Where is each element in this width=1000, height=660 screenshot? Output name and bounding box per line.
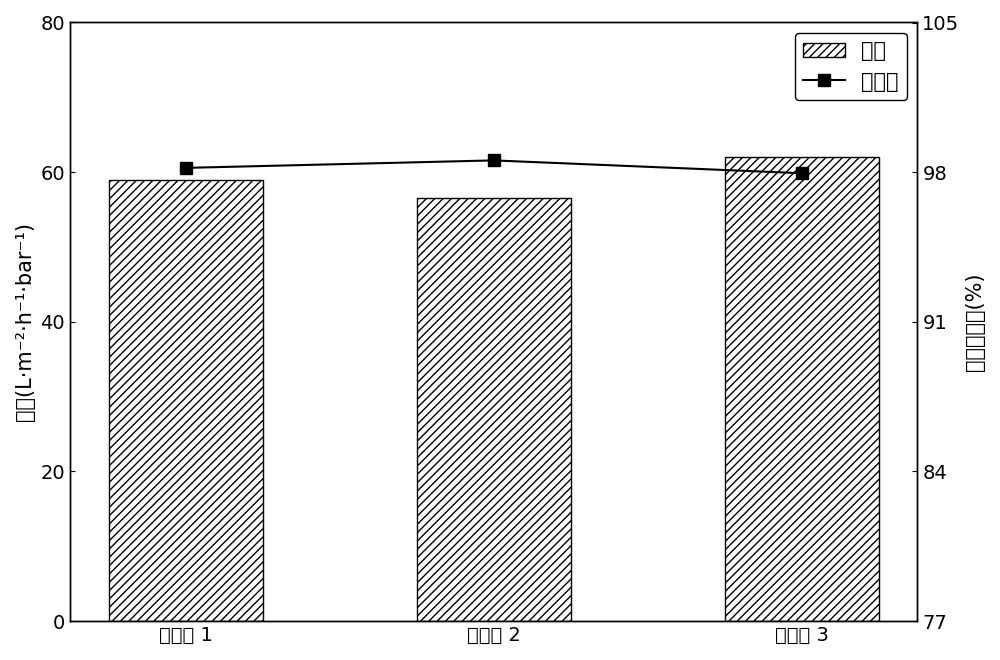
Bar — [109, 180, 263, 621]
Legend: 通量, 截留率: 通量, 截留率 — [795, 33, 907, 100]
Bar — [417, 199, 571, 621]
Y-axis label: 染料截留率(%): 染料截留率(%) — [965, 273, 985, 371]
Y-axis label: 通量(L·m⁻²·h⁻¹·bar⁻¹): 通量(L·m⁻²·h⁻¹·bar⁻¹) — [15, 222, 35, 421]
Bar — [725, 157, 879, 621]
